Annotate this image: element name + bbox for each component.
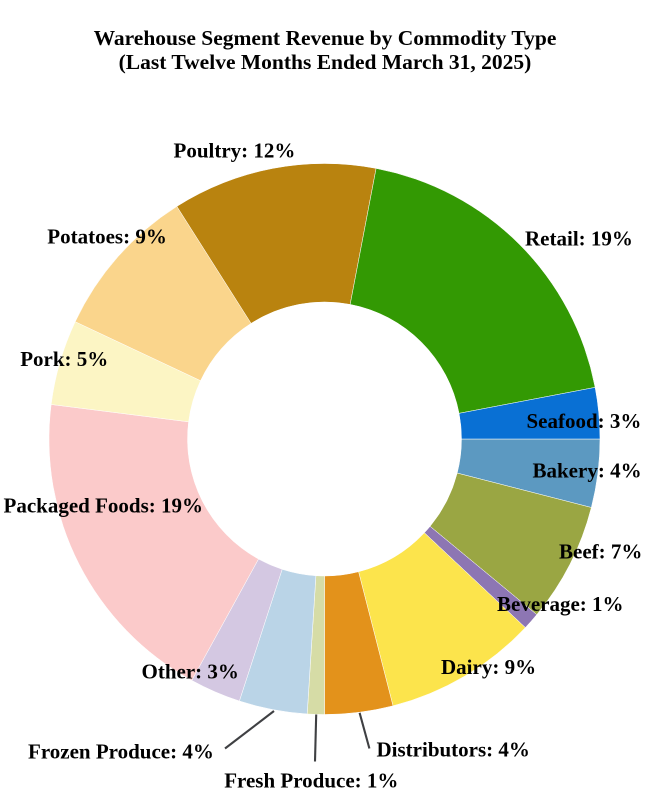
svg-text:Poultry: 12%: Poultry: 12% (174, 139, 296, 163)
svg-text:(Last Twelve Months Ended Marc: (Last Twelve Months Ended March 31, 2025… (119, 50, 532, 74)
svg-text:Distributors: 4%: Distributors: 4% (377, 738, 530, 762)
svg-text:Packaged Foods: 19%: Packaged Foods: 19% (4, 494, 204, 518)
svg-text:Beef: 7%: Beef: 7% (559, 540, 642, 564)
svg-text:Pork: 5%: Pork: 5% (20, 347, 108, 371)
svg-text:Beverage: 1%: Beverage: 1% (497, 592, 624, 616)
svg-text:Frozen Produce: 4%: Frozen Produce: 4% (28, 740, 214, 764)
svg-text:Dairy: 9%: Dairy: 9% (441, 655, 536, 679)
svg-text:Fresh Produce: 1%: Fresh Produce: 1% (224, 769, 398, 793)
svg-text:Bakery: 4%: Bakery: 4% (533, 459, 642, 483)
svg-text:Potatoes: 9%: Potatoes: 9% (47, 225, 167, 249)
svg-text:Seafood: 3%: Seafood: 3% (527, 409, 642, 433)
svg-text:Other: 3%: Other: 3% (142, 660, 239, 684)
svg-text:Retail: 19%: Retail: 19% (525, 227, 633, 251)
svg-text:Warehouse Segment Revenue by C: Warehouse Segment Revenue by Commodity T… (94, 26, 557, 50)
